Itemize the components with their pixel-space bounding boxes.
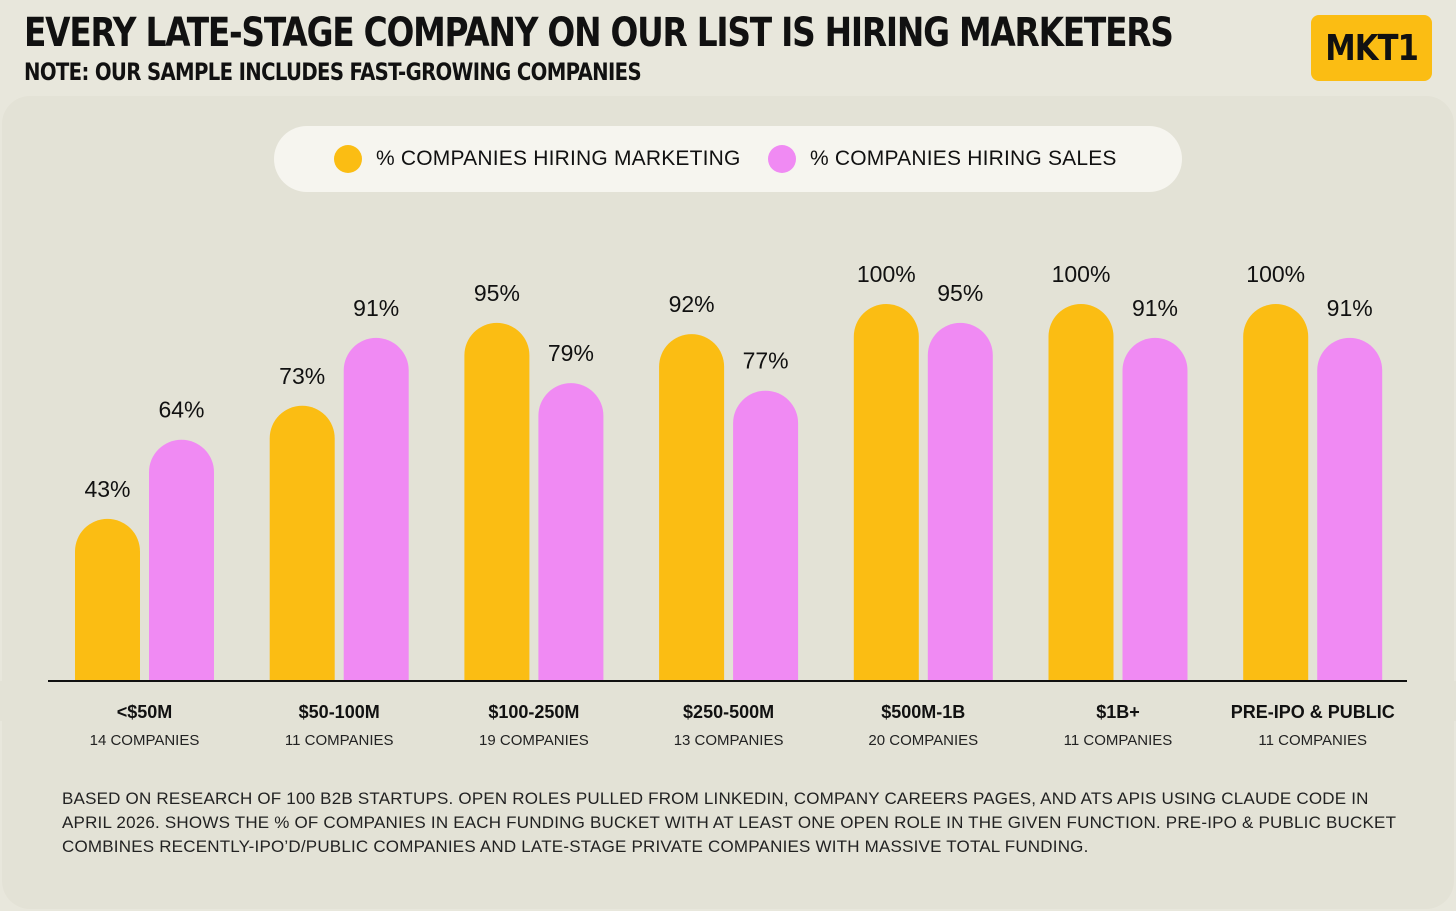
category-label: $1B+ — [1096, 702, 1140, 722]
legend-swatch-marketing — [334, 145, 362, 173]
legend-item-sales: % COMPANIES HIRING SALES — [768, 126, 1117, 192]
category-count: 19 COMPANIES — [479, 732, 589, 749]
data-label-sales: 91% — [353, 295, 399, 321]
legend-item-marketing: % COMPANIES HIRING MARKETING — [334, 126, 741, 192]
bar-sales — [538, 383, 604, 721]
bar-marketing — [269, 405, 335, 721]
data-label-marketing: 100% — [857, 261, 916, 287]
bar-sales — [149, 439, 214, 721]
chart-title: EVERY LATE-STAGE COMPANY ON OUR LIST IS … — [24, 10, 1174, 56]
category-label: PRE-IPO & PUBLIC — [1231, 702, 1395, 722]
bar-sales — [733, 390, 799, 721]
bar-marketing — [464, 322, 530, 721]
category-count: 20 COMPANIES — [868, 732, 978, 749]
baseline-mask — [0, 681, 1456, 721]
data-label-marketing: 100% — [1052, 261, 1111, 287]
bar-marketing — [1243, 304, 1309, 721]
data-label-marketing: 73% — [279, 363, 325, 389]
category-count: 11 COMPANIES — [285, 732, 394, 749]
data-label-sales: 79% — [548, 340, 594, 366]
bar-marketing — [1048, 304, 1114, 721]
header: EVERY LATE-STAGE COMPANY ON OUR LIST IS … — [0, 0, 1456, 96]
bar-marketing — [75, 518, 140, 721]
data-label-marketing: 43% — [84, 476, 130, 502]
bar-sales — [1317, 337, 1383, 721]
data-label-marketing: 100% — [1246, 261, 1305, 287]
category-label: $50-100M — [299, 702, 380, 722]
data-label-marketing: 92% — [669, 291, 715, 317]
bar-marketing — [659, 334, 725, 721]
bar-sales — [1122, 337, 1188, 721]
legend-label-sales: % COMPANIES HIRING SALES — [810, 147, 1117, 170]
chart-panel — [2, 96, 1454, 909]
category-label: $250-500M — [683, 702, 774, 722]
data-label-marketing: 95% — [474, 280, 520, 306]
category-count: 11 COMPANIES — [1258, 732, 1367, 749]
legend: % COMPANIES HIRING MARKETING % COMPANIES… — [274, 126, 1182, 192]
category-count: 14 COMPANIES — [90, 732, 200, 749]
data-label-sales: 95% — [937, 280, 983, 306]
data-label-sales: 77% — [743, 348, 789, 374]
logo-text: MKT1 — [1325, 27, 1419, 69]
legend-swatch-sales — [768, 145, 796, 173]
bar-sales — [927, 322, 993, 721]
bar-marketing — [853, 304, 919, 721]
chart-subtitle: NOTE: OUR SAMPLE INCLUDES FAST-GROWING C… — [24, 58, 642, 86]
legend-label-marketing: % COMPANIES HIRING MARKETING — [376, 147, 741, 170]
footnote: BASED ON RESEARCH OF 100 B2B STARTUPS. O… — [62, 789, 1396, 856]
category-label: $100-250M — [488, 702, 579, 722]
category-count: 13 COMPANIES — [674, 732, 784, 749]
brand-logo: MKT1 — [1311, 15, 1432, 81]
data-label-sales: 91% — [1132, 295, 1178, 321]
bar-sales — [343, 337, 409, 721]
category-label: <$50M — [117, 702, 173, 722]
data-label-sales: 91% — [1327, 295, 1373, 321]
data-label-sales: 64% — [158, 397, 204, 423]
category-label: $500M-1B — [881, 702, 965, 722]
category-count: 11 COMPANIES — [1064, 732, 1173, 749]
